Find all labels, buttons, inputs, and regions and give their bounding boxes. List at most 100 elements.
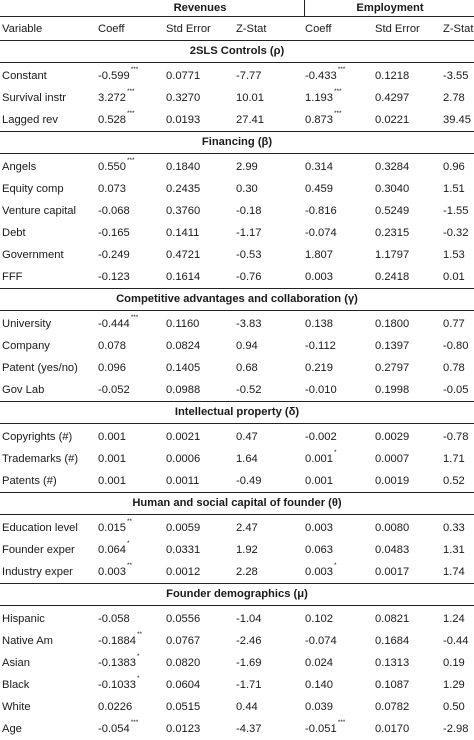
- emp-coeff-cell: 0.102: [305, 608, 333, 630]
- table-row: Debt -0.165 0.1411 -1.17 -0.074 0.2315 -0.32: [0, 222, 474, 244]
- rev-coeff-cell: 3.272***: [98, 87, 135, 109]
- row-label-value: Lagged rev: [2, 114, 58, 126]
- column-header-row: Variable Coeff Std Error Z-Stat Coeff St…: [0, 18, 474, 40]
- rev-coeff-cell: -0.444***: [98, 313, 138, 335]
- emp-std-error-cell: 0.0483: [375, 539, 409, 561]
- emp-z-stat-cell: -1.55: [443, 200, 469, 222]
- emp-z-stat-cell-value: 0.19: [443, 657, 465, 669]
- table-row: Survival instr 3.272*** 0.3270 10.01 1.193**…: [0, 87, 474, 109]
- emp-std-error-cell: 0.0029: [375, 426, 409, 448]
- row-label-value: Age: [2, 723, 22, 735]
- rev-std-error-cell-value: 0.0604: [166, 679, 201, 691]
- emp-z-stat-cell-value: -0.05: [443, 384, 469, 396]
- row-label-value: Copyrights (#): [2, 431, 73, 443]
- row-label: Debt: [2, 222, 26, 244]
- row-label: Founder exper: [2, 539, 75, 561]
- row-label-value: White: [2, 701, 31, 713]
- emp-z-stat-cell-value: 0.50: [443, 701, 465, 713]
- rev-std-error-cell-value: 0.0515: [166, 701, 201, 713]
- rev-std-error-cell: 0.0988: [166, 379, 200, 401]
- rev-coeff-cell: -0.1033*: [98, 674, 139, 696]
- row-label: Equity comp: [2, 178, 64, 200]
- emp-coeff-cell-value: 0.003: [305, 522, 333, 534]
- rev-std-error-cell-value: 0.0771: [166, 70, 201, 82]
- rev-std-error-cell: 0.0331: [166, 539, 200, 561]
- table-row: Government -0.249 0.4721 -0.53 1.807 1.1797 1.…: [0, 244, 474, 266]
- significance-stars: **: [127, 562, 133, 570]
- emp-z-stat-cell: -0.78: [443, 426, 469, 448]
- row-label: Asian: [2, 652, 30, 674]
- rev-coeff-cell-value: 0.528: [98, 114, 126, 126]
- emp-z-stat-cell-value: 1.24: [443, 613, 465, 625]
- emp-coeff-cell: 0.138: [305, 313, 333, 335]
- rev-std-error-cell-value: 0.0012: [166, 566, 201, 578]
- significance-stars: ***: [127, 110, 135, 118]
- row-label-value: Debt: [2, 227, 26, 239]
- emp-coeff-cell-value: -0.002: [305, 431, 337, 443]
- emp-std-error-cell-value: 0.1397: [375, 340, 410, 352]
- rev-coeff-cell-value: 0.550: [98, 161, 126, 173]
- rev-coeff-cell: -0.123: [98, 266, 130, 288]
- table-row: Equity comp 0.073 0.2435 0.30 0.459 0.3040 1.5…: [0, 178, 474, 200]
- emp-std-error-cell: 0.1218: [375, 65, 409, 87]
- col-header-emp-z-stat: Z-Stat: [443, 23, 474, 35]
- section-rule-top: [0, 492, 474, 493]
- rev-coeff-cell-value: 0.001: [98, 475, 126, 487]
- rev-z-stat-cell: 1.64: [236, 448, 258, 470]
- emp-coeff-cell: -0.051***: [305, 718, 345, 740]
- emp-std-error-cell-value: 0.0029: [375, 431, 410, 443]
- row-label: Angels: [2, 156, 36, 178]
- emp-z-stat-cell: -0.05: [443, 379, 469, 401]
- rev-z-stat-cell: 1.92: [236, 539, 258, 561]
- emp-coeff-cell-value: 0.459: [305, 183, 333, 195]
- emp-z-stat-cell: 1.29: [443, 674, 465, 696]
- row-label: Hispanic: [2, 608, 45, 630]
- table-row: Angels 0.550*** 0.1840 2.99 0.314 0.3284 0.96: [0, 156, 474, 178]
- row-label: Company: [2, 335, 50, 357]
- rev-coeff-cell-value: 0.078: [98, 340, 126, 352]
- rev-std-error-cell-value: 0.0767: [166, 635, 201, 647]
- table-row: Gov Lab -0.052 0.0988 -0.52 -0.010 0.1998 -0.0…: [0, 379, 474, 401]
- emp-coeff-cell: 0.459: [305, 178, 333, 200]
- rev-z-stat-cell: -7.77: [236, 65, 262, 87]
- emp-coeff-cell-value: -0.051: [305, 723, 337, 735]
- rev-std-error-cell-value: 0.0059: [166, 522, 201, 534]
- emp-std-error-cell: 0.2315: [375, 222, 409, 244]
- emp-coeff-cell: 0.001: [305, 470, 333, 492]
- significance-stars: ***: [130, 314, 139, 322]
- row-label: Black: [2, 674, 29, 696]
- emp-z-stat-cell-value: -0.32: [443, 227, 469, 239]
- section-rule-bottom: [0, 423, 474, 424]
- emp-std-error-cell-value: 0.0007: [375, 453, 410, 465]
- row-label-value: Constant: [2, 70, 47, 82]
- rev-coeff-cell-value: -0.444: [98, 318, 130, 330]
- row-label: Patents (#): [2, 470, 57, 492]
- rev-z-stat-cell-value: 1.92: [236, 544, 258, 556]
- emp-coeff-cell: 0.140: [305, 674, 333, 696]
- emp-std-error-cell-value: 0.0080: [375, 522, 410, 534]
- rev-z-stat-cell-value: -0.53: [236, 249, 262, 261]
- rev-z-stat-cell-value: 0.68: [236, 362, 258, 374]
- rev-z-stat-cell-value: -0.18: [236, 205, 262, 217]
- rev-std-error-cell: 0.0515: [166, 696, 200, 718]
- emp-std-error-cell-value: 0.1998: [375, 384, 410, 396]
- emp-std-error-cell: 0.4297: [375, 87, 409, 109]
- rev-coeff-cell: 0.001: [98, 448, 126, 470]
- section-rule-bottom: [0, 153, 474, 154]
- rev-z-stat-cell: 2.47: [236, 517, 258, 539]
- emp-z-stat-cell: -0.32: [443, 222, 469, 244]
- table-row: Lagged rev 0.528*** 0.0193 27.41 0.873*** 0.0…: [0, 109, 474, 131]
- rev-z-stat-cell-value: -4.37: [236, 723, 262, 735]
- emp-z-stat-cell: 39.45: [443, 109, 471, 131]
- emp-coeff-cell: 0.001*: [305, 448, 337, 470]
- table-row: Venture capital -0.068 0.3760 -0.18 -0.816 0.…: [0, 200, 474, 222]
- table-row: Trademarks (#) 0.001 0.0006 1.64 0.001* 0.000…: [0, 448, 474, 470]
- emp-coeff-cell-value: -0.816: [305, 205, 337, 217]
- rev-z-stat-cell-value: 2.99: [236, 161, 258, 173]
- emp-coeff-cell: 0.003: [305, 266, 333, 288]
- group-header-employment: Employment: [356, 2, 424, 14]
- rev-std-error-cell: 0.0021: [166, 426, 200, 448]
- emp-z-stat-cell: 0.01: [443, 266, 465, 288]
- significance-stars: *: [334, 562, 337, 570]
- row-label: FFF: [2, 266, 23, 288]
